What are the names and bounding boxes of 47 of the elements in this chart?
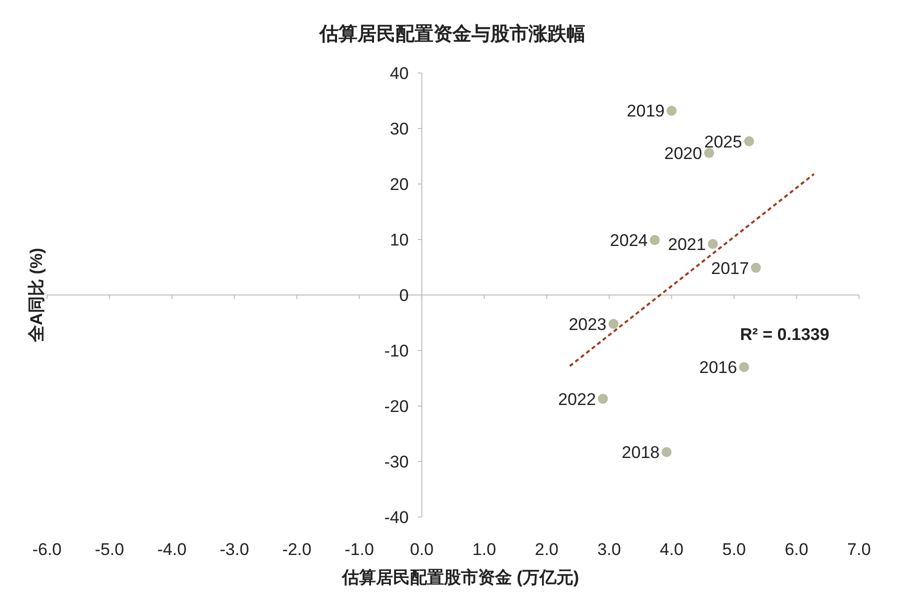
point: [666, 106, 677, 116]
annotation: 2016: [699, 358, 738, 378]
x-tick-label: -6.0: [32, 540, 62, 559]
x-tick-label: -3.0: [220, 540, 250, 559]
y-tick-label: 30: [390, 120, 409, 138]
x-tick-label: 2.0: [534, 540, 559, 559]
annotation: 2019: [626, 102, 665, 121]
x-tick-label: 6.0: [784, 540, 808, 559]
annotation: 2023: [568, 314, 607, 334]
x-tick-label: -1.0: [344, 540, 374, 559]
point: [739, 362, 750, 372]
y-tick-label: 40: [390, 64, 409, 83]
y-tick-label: -30: [384, 452, 409, 472]
annotation: 2025: [704, 132, 742, 152]
x-tick-label: -4.0: [157, 540, 187, 559]
annotation: 2021: [668, 234, 706, 254]
x-tick-label: -5.0: [94, 540, 124, 559]
y-tick-label: 10: [390, 230, 409, 250]
annotation: R² = 0.1339: [740, 325, 830, 344]
annotation: 2022: [558, 390, 596, 409]
point: [744, 136, 754, 146]
point: [650, 235, 660, 246]
x-tick-label: 3.0: [597, 540, 621, 559]
annotation: 2024: [610, 231, 648, 250]
point: [750, 262, 761, 273]
x-tick-label: 0.0: [410, 540, 434, 559]
point: [708, 238, 718, 249]
x-tick-label: -2.0: [282, 540, 312, 559]
y-axis-title: 全A同比 (%): [27, 248, 46, 344]
y-tick-label: -20: [384, 397, 409, 416]
annotation: 2020: [664, 144, 702, 163]
point: [598, 394, 608, 404]
y-tick-label: 20: [390, 175, 409, 194]
chart-title: 估算居民配置资金与股市涨跌幅: [318, 23, 586, 45]
y-tick-label: -40: [384, 508, 409, 527]
annotation: 2017: [711, 258, 749, 278]
y-tick-label: -10: [384, 342, 409, 360]
x-tick-label: 5.0: [722, 540, 746, 559]
point: [662, 447, 672, 458]
x-axis-title: 估算居民配置股市资金 (万亿元): [340, 568, 580, 587]
x-tick-label: 1.0: [472, 540, 496, 559]
x-tick-label: 4.0: [660, 540, 684, 559]
point: [704, 148, 714, 158]
point: [608, 318, 619, 329]
x-tick-label: 7.0: [847, 540, 871, 559]
y-tick-label: 0: [399, 286, 409, 305]
annotation: 2018: [622, 443, 660, 462]
